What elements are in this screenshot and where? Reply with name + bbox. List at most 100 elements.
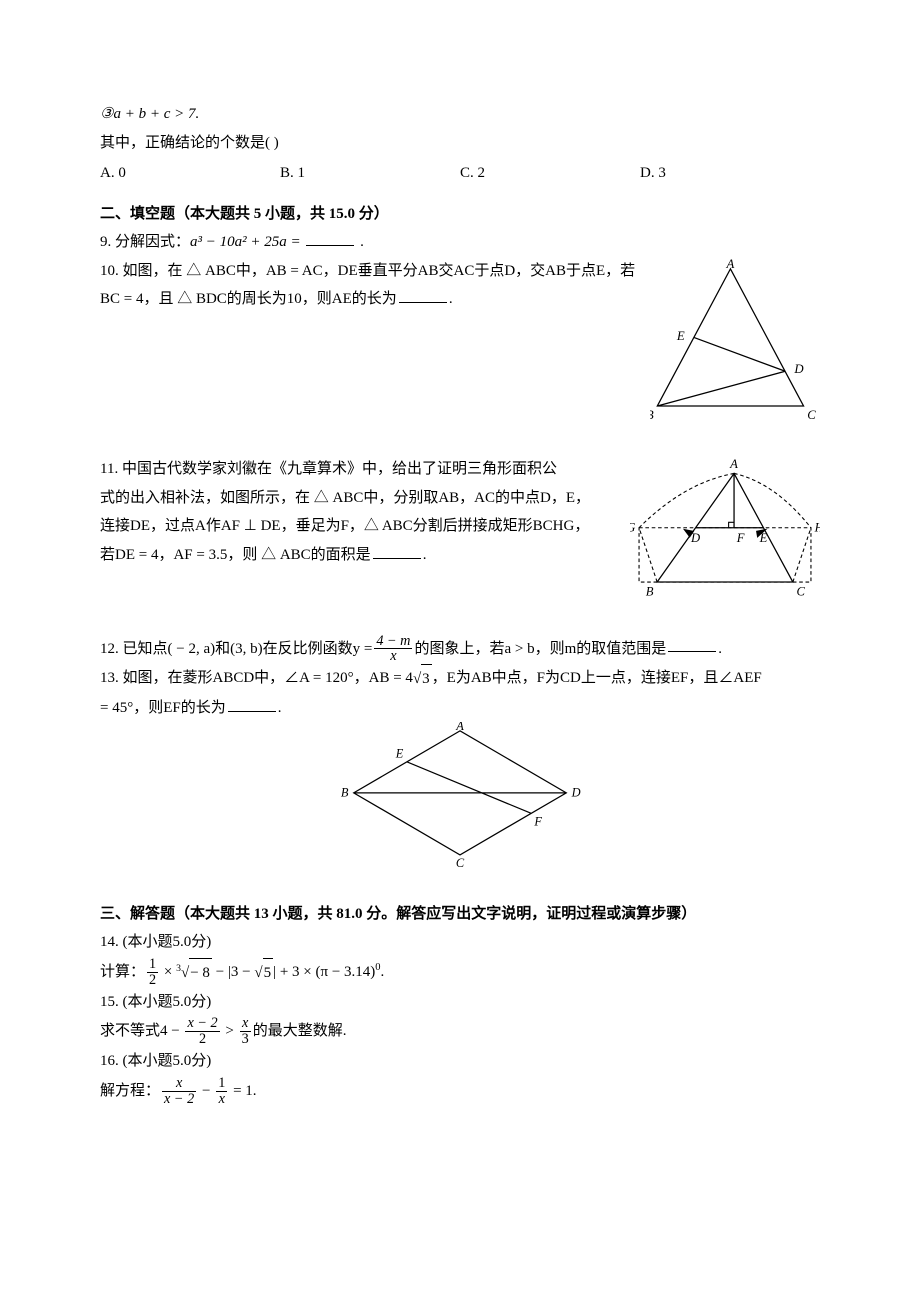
q12-post: . bbox=[718, 640, 722, 656]
q10-line2b: . bbox=[449, 291, 453, 307]
q14-headtext: (本小题5.0分) bbox=[119, 934, 212, 950]
q11-line4a: 若DE = 4，AF = 3.5，则 △ ABC的面积是 bbox=[100, 547, 371, 563]
q10-figure: A B C D E bbox=[650, 257, 820, 438]
q10-text: 10. 如图，在 △ ABC中，AB = AC，DE垂直平分AB交AC于点D，交… bbox=[100, 257, 638, 314]
q14-sqrt5: 5 bbox=[263, 958, 274, 988]
q13-line1b: ，E为AB中点，F为CD上一点，连接EF，且∠AEF bbox=[432, 671, 762, 687]
q16-f1d: x − 2 bbox=[162, 1091, 196, 1107]
q13-blank[interactable] bbox=[228, 696, 276, 712]
svg-text:A: A bbox=[726, 257, 735, 271]
q12-blank[interactable] bbox=[668, 636, 716, 652]
q15-head: 15. (本小题5.0分) bbox=[100, 988, 820, 1017]
svg-text:D: D bbox=[690, 531, 700, 545]
q8-statement3: ③a + b + c > 7. bbox=[100, 100, 820, 129]
section2-title: 二、填空题（本大题共 5 小题，共 15.0 分） bbox=[100, 200, 820, 229]
q16-eq: = 1. bbox=[229, 1083, 256, 1099]
q9: 9. 分解因式：a³ − 10a² + 25a = . bbox=[100, 228, 820, 257]
q14-mid1: − |3 − bbox=[212, 964, 254, 980]
q15-body: 求不等式4 − x − 22 > x3的最大整数解. bbox=[100, 1016, 820, 1047]
q11-line2: 式的出入相补法，如图所示，在 △ ABC中，分别取AB，AC的中点D，E， bbox=[100, 490, 590, 506]
q15-label: 15. bbox=[100, 994, 119, 1010]
q12-label: 12. bbox=[100, 640, 119, 656]
svg-text:D: D bbox=[571, 786, 581, 800]
q8-option-b: B. 1 bbox=[280, 159, 460, 188]
q14-label: 14. bbox=[100, 934, 119, 950]
q10-line1: 如图，在 △ ABC中，AB = AC，DE垂直平分AB交AC于点D，交AB于点… bbox=[119, 263, 635, 279]
q15-gt: > bbox=[222, 1023, 238, 1039]
q16-label: 16. bbox=[100, 1053, 119, 1069]
svg-text:E: E bbox=[676, 329, 685, 343]
svg-text:F: F bbox=[736, 531, 745, 545]
q12-mid: 的图象上，若a > b，则m的取值范围是 bbox=[414, 640, 666, 656]
q11-line4b: . bbox=[423, 547, 427, 563]
q13-sqrt: 3 bbox=[421, 664, 432, 694]
q12-frac-den: x bbox=[374, 648, 412, 664]
q9-label: 9. bbox=[100, 234, 111, 250]
q14-body: 计算：12 × 3√− 8 − |3 − √5| + 3 × (π − 3.14… bbox=[100, 957, 820, 988]
q11-label: 11. bbox=[100, 461, 118, 477]
q16-f2n: 1 bbox=[216, 1076, 227, 1091]
q8-option-a: A. 0 bbox=[100, 159, 280, 188]
q15-f2d: 3 bbox=[240, 1031, 251, 1047]
q8-option-d: D. 3 bbox=[640, 159, 820, 188]
svg-text:B: B bbox=[341, 786, 349, 800]
svg-text:A: A bbox=[455, 722, 464, 733]
svg-text:D: D bbox=[793, 362, 804, 376]
q15-f1d: 2 bbox=[185, 1031, 219, 1047]
q12: 12. 已知点( − 2, a)和(3, b)在反比例函数y =4 − mx的图… bbox=[100, 634, 820, 665]
q13: 13. 如图，在菱形ABCD中，∠A = 120°，AB = 4√3，E为AB中… bbox=[100, 664, 820, 694]
svg-text:A: A bbox=[729, 457, 738, 471]
svg-text:C: C bbox=[796, 585, 805, 599]
q14-mid2: | + 3 × (π − 3.14) bbox=[273, 964, 375, 980]
q11-line3: 连接DE，过点A作AF ⊥ DE，垂足为F，△ ABC分割后拼接成矩形BCHG， bbox=[100, 518, 589, 534]
q15-f1n: x − 2 bbox=[185, 1016, 219, 1031]
q14-lead: 计算： bbox=[100, 964, 145, 980]
q16-head: 16. (本小题5.0分) bbox=[100, 1047, 820, 1076]
q13-figure-wrap: A B C D E F bbox=[100, 722, 820, 888]
section3-title: 三、解答题（本大题共 13 小题，共 81.0 分。解答应写出文字说明，证明过程… bbox=[100, 900, 820, 929]
page: ③a + b + c > 7. 其中，正确结论的个数是( ) A. 0 B. 1… bbox=[0, 0, 920, 1302]
q13-label: 13. bbox=[100, 671, 119, 687]
q13-line2a: = 45°，则EF的长为 bbox=[100, 700, 226, 716]
q15-headtext: (本小题5.0分) bbox=[119, 994, 212, 1010]
q10-line2a: BC = 4，且 △ BDC的周长为10，则AE的长为 bbox=[100, 291, 397, 307]
q13-figure: A B C D E F bbox=[330, 722, 590, 877]
q11-blank[interactable] bbox=[373, 543, 421, 559]
q10-blank[interactable] bbox=[399, 287, 447, 303]
svg-text:B: B bbox=[646, 585, 654, 599]
q16-body: 解方程：xx − 2 − 1x = 1. bbox=[100, 1076, 820, 1107]
svg-text:B: B bbox=[650, 407, 654, 421]
svg-text:E: E bbox=[759, 531, 768, 545]
q14-cube-arg: − 8 bbox=[189, 958, 212, 988]
svg-text:C: C bbox=[807, 407, 816, 421]
q11-figure: A B C D E F G H bbox=[630, 455, 820, 616]
q8-option-c: C. 2 bbox=[460, 159, 640, 188]
q12-frac-num: 4 − m bbox=[374, 634, 412, 649]
svg-text:G: G bbox=[630, 520, 635, 534]
svg-text:F: F bbox=[533, 815, 542, 829]
q15-tail: 的最大整数解. bbox=[253, 1023, 347, 1039]
q16-f2d: x bbox=[216, 1091, 227, 1107]
q11-row: 11. 中国古代数学家刘徽在《九章算术》中，给出了证明三角形面积公 式的出入相补… bbox=[100, 455, 820, 616]
q15-lead: 求不等式4 − bbox=[100, 1023, 183, 1039]
svg-text:H: H bbox=[814, 520, 820, 534]
q16-lead: 解方程： bbox=[100, 1083, 160, 1099]
q14-f1d: 2 bbox=[147, 972, 158, 988]
q13-line1a: 如图，在菱形ABCD中，∠A = 120°，AB = 4 bbox=[119, 671, 413, 687]
q12-pre: 已知点( − 2, a)和(3, b)在反比例函数y = bbox=[119, 640, 373, 656]
q16-minus: − bbox=[198, 1083, 214, 1099]
q14-times: × bbox=[160, 964, 176, 980]
spacer bbox=[100, 437, 820, 455]
q15-f2n: x bbox=[240, 1016, 251, 1031]
q13-line2b: . bbox=[278, 700, 282, 716]
q16-f1n: x bbox=[162, 1076, 196, 1091]
q14-f1n: 1 bbox=[147, 957, 158, 972]
q8-options: A. 0 B. 1 C. 2 D. 3 bbox=[100, 159, 820, 188]
q14-head: 14. (本小题5.0分) bbox=[100, 928, 820, 957]
q9-text: 分解因式： bbox=[111, 234, 190, 250]
svg-text:C: C bbox=[456, 857, 465, 871]
q9-blank[interactable] bbox=[306, 230, 354, 246]
q16-headtext: (本小题5.0分) bbox=[119, 1053, 212, 1069]
spacer2 bbox=[100, 616, 820, 634]
q10-label: 10. bbox=[100, 263, 119, 279]
